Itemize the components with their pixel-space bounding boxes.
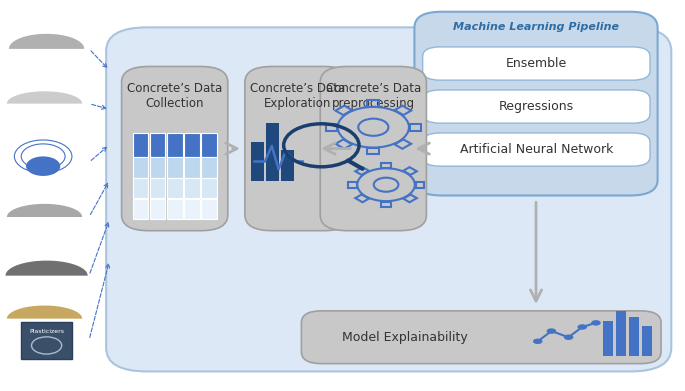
FancyBboxPatch shape — [629, 317, 639, 356]
FancyBboxPatch shape — [184, 178, 200, 198]
FancyBboxPatch shape — [245, 66, 351, 231]
FancyBboxPatch shape — [166, 158, 182, 178]
Polygon shape — [7, 305, 82, 319]
Text: Concrete’s Data
Collection: Concrete’s Data Collection — [127, 82, 223, 110]
FancyBboxPatch shape — [133, 199, 148, 219]
FancyBboxPatch shape — [184, 158, 200, 178]
FancyBboxPatch shape — [133, 178, 148, 198]
Text: Machine Learning Pipeline: Machine Learning Pipeline — [453, 22, 619, 32]
FancyBboxPatch shape — [251, 142, 264, 181]
Text: Regressions: Regressions — [499, 100, 574, 113]
Text: Concrete’s Data
Exploration: Concrete’s Data Exploration — [250, 82, 346, 110]
FancyBboxPatch shape — [423, 133, 650, 166]
FancyBboxPatch shape — [166, 133, 182, 157]
Polygon shape — [7, 91, 82, 104]
FancyBboxPatch shape — [184, 199, 200, 219]
Polygon shape — [5, 261, 88, 276]
FancyBboxPatch shape — [122, 66, 227, 231]
Polygon shape — [7, 204, 82, 217]
FancyBboxPatch shape — [21, 322, 72, 359]
FancyBboxPatch shape — [603, 321, 613, 356]
FancyBboxPatch shape — [266, 123, 279, 181]
FancyBboxPatch shape — [201, 178, 216, 198]
FancyBboxPatch shape — [201, 199, 216, 219]
Text: Model Explainability: Model Explainability — [342, 331, 469, 344]
Text: Artificial Neural Network: Artificial Neural Network — [460, 143, 613, 156]
FancyBboxPatch shape — [149, 158, 165, 178]
Text: Plasticizers: Plasticizers — [29, 329, 64, 334]
FancyBboxPatch shape — [423, 90, 650, 123]
FancyBboxPatch shape — [320, 66, 426, 231]
FancyBboxPatch shape — [423, 47, 650, 80]
FancyBboxPatch shape — [149, 133, 165, 157]
Circle shape — [533, 339, 543, 344]
Circle shape — [547, 328, 556, 334]
Text: Ensemble: Ensemble — [506, 57, 567, 70]
Circle shape — [577, 324, 587, 330]
Polygon shape — [9, 34, 84, 49]
FancyBboxPatch shape — [414, 12, 658, 195]
FancyBboxPatch shape — [201, 133, 216, 157]
FancyBboxPatch shape — [282, 150, 294, 181]
FancyBboxPatch shape — [201, 158, 216, 178]
FancyBboxPatch shape — [106, 27, 671, 371]
FancyBboxPatch shape — [301, 311, 661, 364]
FancyBboxPatch shape — [166, 199, 182, 219]
Circle shape — [26, 156, 60, 176]
FancyBboxPatch shape — [184, 133, 200, 157]
Text: Concrete’s Data
preprocessing: Concrete’s Data preprocessing — [325, 82, 421, 110]
FancyBboxPatch shape — [149, 199, 165, 219]
FancyBboxPatch shape — [642, 326, 652, 356]
FancyBboxPatch shape — [166, 178, 182, 198]
Circle shape — [591, 320, 601, 326]
FancyBboxPatch shape — [616, 311, 626, 356]
FancyBboxPatch shape — [133, 158, 148, 178]
FancyBboxPatch shape — [149, 178, 165, 198]
FancyBboxPatch shape — [133, 133, 148, 157]
Circle shape — [564, 334, 573, 340]
